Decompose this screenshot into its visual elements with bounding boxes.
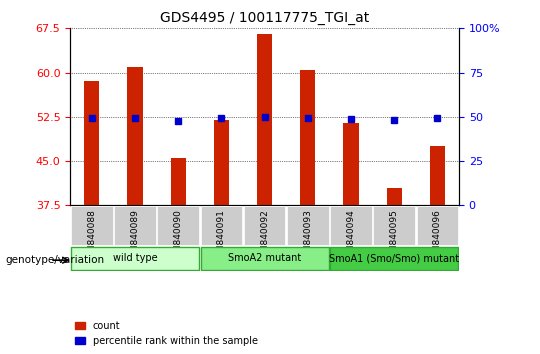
Bar (171, 158, 186, 205)
FancyBboxPatch shape (158, 206, 199, 245)
Bar (343, 123, 359, 205)
Bar (430, 146, 445, 205)
Text: GSM840090: GSM840090 (174, 209, 183, 264)
FancyBboxPatch shape (244, 206, 285, 245)
Text: GSM840093: GSM840093 (303, 209, 312, 264)
FancyBboxPatch shape (201, 206, 242, 245)
Bar (387, 188, 402, 205)
Text: genotype/variation: genotype/variation (5, 255, 105, 265)
Bar (257, 34, 272, 205)
Text: GSM840095: GSM840095 (390, 209, 399, 264)
Text: SmoA1 (Smo/Smo) mutant: SmoA1 (Smo/Smo) mutant (329, 253, 459, 263)
Text: GSM840092: GSM840092 (260, 209, 269, 264)
Legend: count, percentile rank within the sample: count, percentile rank within the sample (75, 321, 258, 346)
FancyBboxPatch shape (330, 247, 458, 270)
FancyBboxPatch shape (201, 247, 328, 270)
Text: GSM840096: GSM840096 (433, 209, 442, 264)
Text: GSM840091: GSM840091 (217, 209, 226, 264)
FancyBboxPatch shape (374, 206, 415, 245)
FancyBboxPatch shape (71, 206, 112, 245)
Text: GSM840089: GSM840089 (131, 209, 139, 264)
Text: SmoA2 mutant: SmoA2 mutant (228, 253, 301, 263)
Text: wild type: wild type (113, 253, 157, 263)
Bar (127, 67, 143, 205)
Bar (84, 81, 99, 205)
FancyBboxPatch shape (71, 247, 199, 270)
Text: GSM840094: GSM840094 (347, 209, 355, 264)
Title: GDS4495 / 100117775_TGI_at: GDS4495 / 100117775_TGI_at (160, 11, 369, 24)
FancyBboxPatch shape (417, 206, 458, 245)
Bar (300, 70, 315, 205)
FancyBboxPatch shape (330, 206, 372, 245)
Bar (214, 120, 229, 205)
FancyBboxPatch shape (287, 206, 328, 245)
FancyBboxPatch shape (114, 206, 156, 245)
Text: GSM840088: GSM840088 (87, 209, 96, 264)
